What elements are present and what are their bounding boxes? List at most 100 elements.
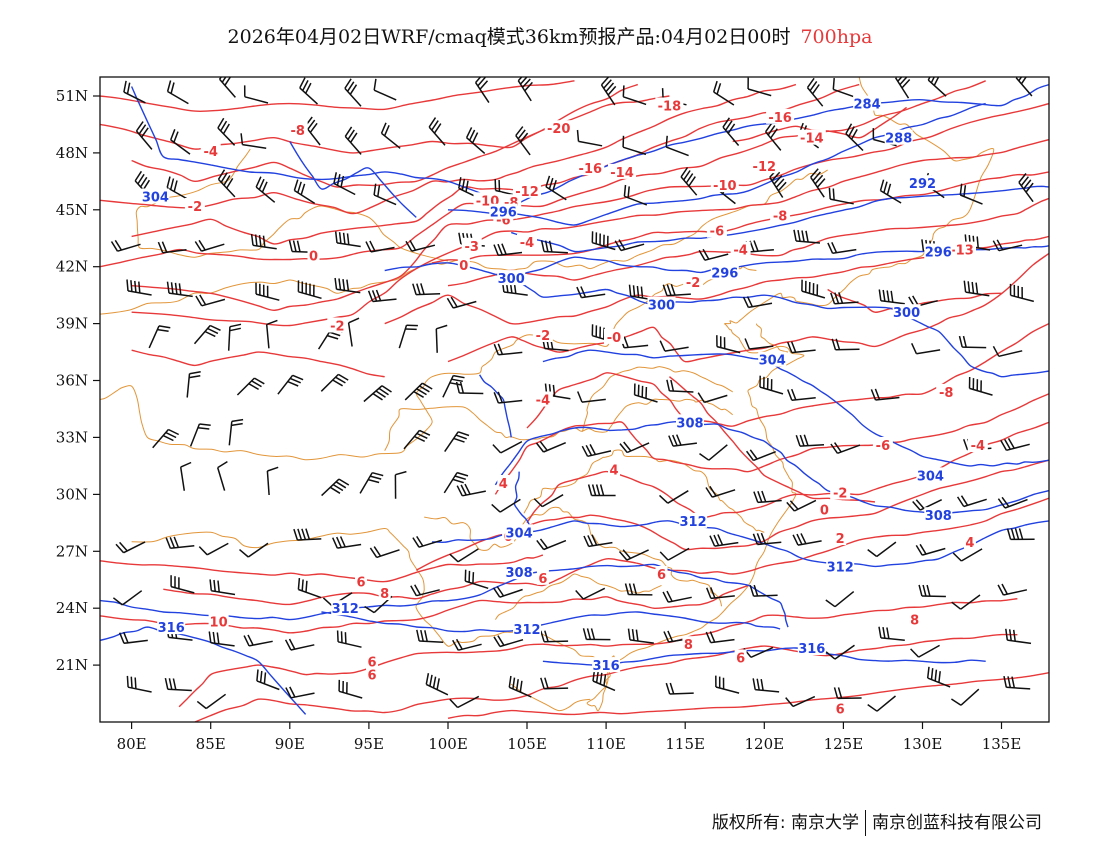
wind-barb [623,184,648,206]
height-label-bg [331,600,360,616]
wind-barb [624,583,653,596]
wind-barb [752,678,780,693]
height-contour [447,102,986,226]
wind-barb [166,281,193,298]
wind-barb [347,317,360,347]
wind-barb [239,542,269,558]
temperature-label-bg [834,530,847,545]
wind-barb [533,494,564,508]
temperature-label: -8 [939,386,953,401]
temperature-contour [447,672,1049,719]
height-label: 304 [917,469,944,484]
wind-barb [540,240,568,254]
temperature-label: -16 [579,162,603,177]
height-label: 296 [925,246,952,261]
temperature-label: -14 [610,166,634,181]
height-contour [100,563,789,628]
wind-barb [963,280,990,297]
border-line [755,323,789,353]
border-line [523,449,765,533]
wind-barb [879,179,902,204]
temperature-label-bg [532,391,553,407]
wind-barb [582,628,611,641]
wind-barb [709,534,739,547]
height-label: 304 [506,526,533,541]
y-tick-label: 51N [56,87,88,105]
wind-barb [622,135,647,156]
wind-barb [373,78,397,101]
wind-barb [576,286,606,299]
temperature-label: -3 [464,240,478,255]
temperature-label: 4 [965,536,974,551]
wind-barb [380,122,401,149]
wind-barb [870,388,900,401]
height-contour [479,374,512,438]
wind-barb [166,80,189,105]
wind-barb [126,675,152,693]
temperature-label-bg [682,636,695,652]
height-label-bg [679,512,708,528]
wind-barbs-layer [110,77,1035,712]
wind-barb [968,376,993,396]
height-label-bg [710,264,739,280]
temperature-label: -4 [536,394,550,409]
wind-barb [759,375,784,395]
wind-barb [878,289,905,305]
wind-barb [956,495,987,508]
temperature-label-bg [497,475,510,490]
wind-barb [1018,173,1034,203]
wind-barb [404,382,433,401]
temperature-label-bg [513,182,541,198]
temperature-label-bg [963,533,976,549]
x-tick-label: 80E [117,735,147,753]
wind-barb [228,418,244,446]
wind-barb [493,343,523,356]
wind-barb [410,584,440,597]
temperature-label: 6 [736,652,745,667]
wind-barb [581,444,612,458]
wind-barb [668,434,697,447]
wind-barb [614,239,645,252]
temperature-label: 10 [210,616,228,631]
wind-barb [240,133,267,149]
wind-barb [745,449,776,462]
temperature-label-bg [366,666,378,682]
wind-barb [304,116,321,146]
wind-barb [394,470,407,499]
temperature-contour [100,554,544,583]
temperature-label: 8 [380,587,389,602]
wind-barb [255,282,280,301]
wind-barb [321,478,350,497]
wind-barb [189,423,211,447]
temperature-label-bg [461,237,482,253]
wind-barb [951,594,981,610]
wind-barb [600,77,617,106]
wind-barb [833,687,862,700]
temperature-contour [526,322,1049,429]
wind-barb [320,373,349,392]
wind-barb [196,693,227,710]
wind-barb [742,296,773,309]
wind-barb [256,669,280,691]
wind-barb [540,630,569,643]
height-contour [542,349,1049,467]
wind-barb [927,77,947,97]
wind-barb [126,279,152,296]
temperature-label-bg [184,198,205,213]
wind-barb [576,129,603,147]
height-label-bg [853,95,882,111]
temperature-contour [194,633,1018,722]
temperature-contour [447,197,1049,287]
border-line [131,77,995,666]
temperature-label: 6 [367,655,376,670]
temperature-label-bg [967,437,988,452]
wind-barb [209,579,236,596]
height-label-bg [924,243,953,259]
wind-barb [179,461,192,491]
height-label-bg [924,507,953,523]
wind-barb [618,549,649,561]
y-tick-label: 42N [56,258,88,276]
wind-barb [828,187,854,205]
height-label: 284 [854,98,881,113]
wind-barb [493,635,524,648]
